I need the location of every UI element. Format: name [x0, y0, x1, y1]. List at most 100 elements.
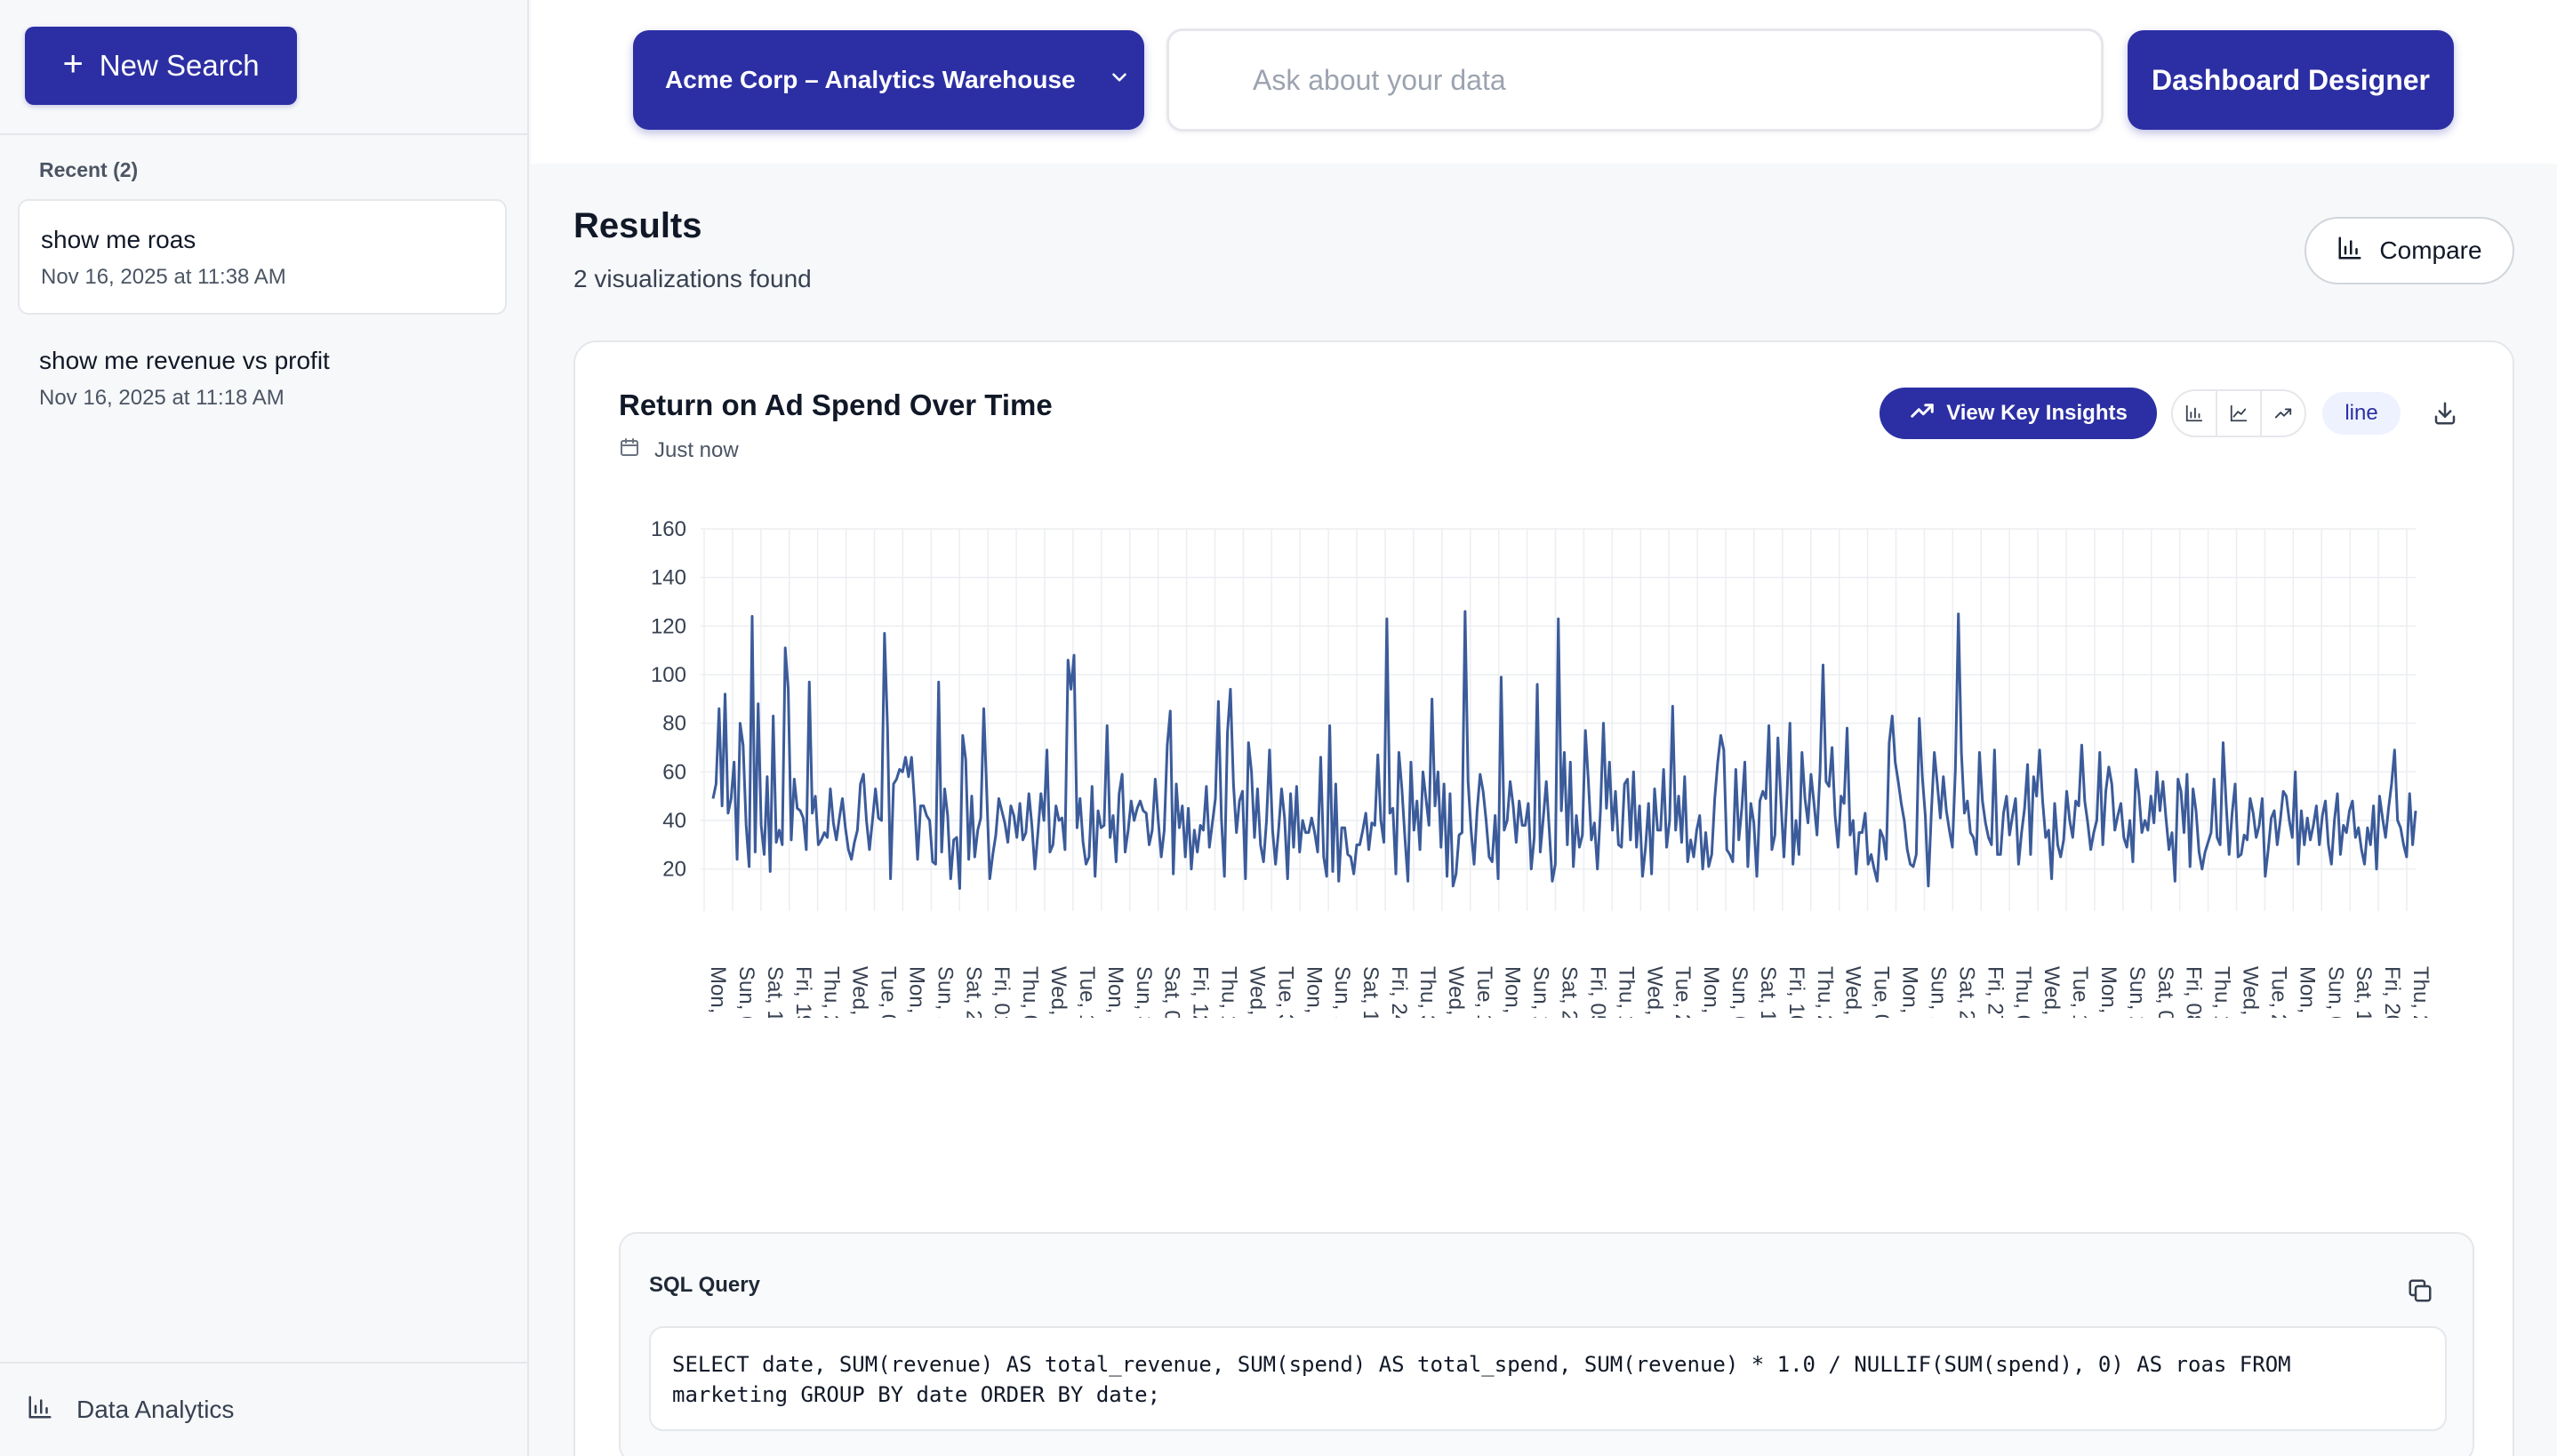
sql-code: SELECT date, SUM(revenue) AS total_reven…: [649, 1326, 2447, 1431]
x-tick-label: Mon, 06: [1302, 966, 1326, 1018]
trending-up-icon: [1909, 397, 1936, 430]
history-query: show me revenue vs profit: [39, 347, 330, 374]
x-tick-label: Tue, 30,: [1273, 966, 1297, 1018]
bar-chart-icon: [27, 1394, 53, 1427]
plus-icon: +: [62, 44, 84, 84]
sidebar-footer[interactable]: Data Analytics: [0, 1362, 529, 1456]
history-item[interactable]: show me roas Nov 16, 2025 at 11:38 AM: [18, 199, 507, 315]
history-item[interactable]: show me revenue vs profit Nov 16, 2025 a…: [18, 322, 507, 437]
x-tick-label: Tue, 23,: [1671, 966, 1695, 1018]
sidebar: + New Search Recent (2) show me roas Nov…: [0, 0, 529, 1456]
sql-label: SQL Query: [649, 1273, 760, 1297]
x-tick-label: Mon, 17: [1501, 966, 1525, 1018]
x-tick-label: Thu, 18,: [1217, 966, 1241, 1018]
x-tick-label: Sat, 02 N: [2153, 966, 2177, 1018]
download-button[interactable]: [2427, 396, 2463, 431]
trending-up-icon: [2274, 408, 2292, 419]
x-tick-label: Wed, 13: [1046, 966, 1070, 1018]
x-tick-label: Sat, 10 A: [1756, 966, 1780, 1018]
card-title: Return on Ad Spend Over Time: [619, 388, 1053, 421]
bar-chart-icon: [2337, 235, 2363, 268]
x-tick-label: Mon, 21: [2096, 966, 2120, 1018]
visualization-card: Return on Ad Spend Over Time Just now Vi…: [573, 340, 2514, 1456]
x-tick-label: Fri, 27 S: [1983, 966, 2007, 1018]
view-key-insights-button[interactable]: View Key Insights: [1880, 388, 2157, 439]
card-time-label: Just now: [654, 437, 739, 462]
x-tick-label: Mon, 09: [1898, 966, 1922, 1018]
y-tick-label: 40: [662, 809, 686, 833]
x-tick-label: Wed, 31: [848, 966, 872, 1018]
x-tick-label: Fri, 08 N: [2182, 966, 2206, 1018]
dashboard-designer-button[interactable]: Dashboard Designer: [2128, 30, 2454, 130]
x-tick-label: Sun, 12 M: [1330, 966, 1354, 1018]
x-tick-label: Sat, 18 M: [1359, 966, 1383, 1018]
bar-chart-icon: [2185, 404, 2203, 422]
copy-button[interactable]: [2402, 1273, 2438, 1308]
x-tick-label: Mon, 25: [1103, 966, 1127, 1018]
chevron-down-icon: [1108, 66, 1131, 95]
ask-input[interactable]: [1166, 28, 2104, 132]
compare-label: Compare: [2379, 236, 2482, 264]
x-tick-label: Sun, 04: [1727, 966, 1751, 1018]
insights-label: View Key Insights: [1946, 401, 2128, 425]
sql-query-panel: SQL Query SELECT date, SUM(revenue) AS t…: [619, 1232, 2474, 1456]
x-tick-label: Sun, 23,: [1529, 966, 1553, 1018]
x-tick-label: Sat, 29,: [1558, 966, 1582, 1018]
copy-icon: [2409, 1279, 2432, 1302]
roas-series-line: [711, 610, 2417, 891]
x-tick-label: Tue, 15 C: [2068, 966, 2092, 1018]
x-tick-label: Thu, 30: [1415, 966, 1439, 1018]
download-icon: [2434, 402, 2456, 425]
x-tick-label: Fri, 01 M: [990, 966, 1014, 1018]
x-tick-label: Thu, 03: [2011, 966, 2035, 1018]
x-tick-label: Sat, 13 J: [763, 966, 787, 1018]
y-tick-label: 60: [662, 760, 686, 784]
new-search-label: New Search: [99, 49, 260, 82]
y-tick-label: 120: [651, 614, 686, 638]
y-tick-label: 140: [651, 566, 686, 590]
warehouse-selector[interactable]: Acme Corp – Analytics Warehouse: [633, 30, 1144, 130]
x-tick-label: Sat, 14 D: [2352, 966, 2376, 1018]
x-tick-label: Thu, 22,: [1813, 966, 1837, 1018]
area-chart-type-button[interactable]: [2262, 391, 2305, 436]
x-tick-label: Tue, 19 M: [1075, 966, 1099, 1018]
x-tick-label: Sat, 21 S: [1954, 966, 1978, 1018]
x-tick-label: Mon, 02: [2295, 966, 2319, 1018]
bar-chart-type-button[interactable]: [2173, 391, 2217, 436]
warehouse-label: Acme Corp – Analytics Warehouse: [665, 66, 1076, 93]
results-count: 2 visualizations found: [573, 265, 812, 292]
x-tick-label: Wed, 17: [1642, 966, 1666, 1018]
x-tick-label: Sun, 07: [734, 966, 758, 1018]
sidebar-divider: [0, 133, 529, 135]
x-tick-label: Thu, 25: [820, 966, 844, 1018]
x-tick-label: Mon, 01: [706, 966, 730, 1018]
history-date: Nov 16, 2025 at 11:18 AM: [39, 386, 285, 410]
x-tick-label: Wed, 05: [1444, 966, 1468, 1018]
x-tick-label: Sun, 15 S: [1926, 966, 1950, 1018]
x-tick-label: Mon, 12: [904, 966, 928, 1018]
x-tick-label: Sat, 06 A: [1160, 966, 1184, 1018]
x-tick-label: Tue, 03 S: [1870, 966, 1894, 1018]
history-query: show me roas: [41, 226, 196, 253]
x-tick-label: Tue, 06 I: [877, 966, 901, 1018]
compare-button[interactable]: Compare: [2305, 217, 2514, 284]
new-search-button[interactable]: + New Search: [25, 27, 297, 105]
x-tick-label: Thu, 07: [1018, 966, 1042, 1018]
x-tick-label: Fri, 24 M: [1387, 966, 1411, 1018]
line-chart-type-button[interactable]: [2217, 391, 2262, 436]
x-tick-label: Sat, 24 F: [961, 966, 985, 1018]
recent-label: Recent (2): [39, 158, 139, 181]
x-tick-label: Thu, 11 J: [1614, 966, 1638, 1018]
x-tick-label: Fri, 16 A: [1784, 966, 1808, 1018]
x-tick-label: Fri, 12 A: [1189, 966, 1213, 1018]
x-tick-label: Wed, 24: [1245, 966, 1269, 1018]
header: Acme Corp – Analytics Warehouse Dashboar…: [531, 0, 2557, 164]
history-date: Nov 16, 2025 at 11:38 AM: [41, 265, 286, 289]
x-tick-label: Sun, 27: [2125, 966, 2149, 1018]
results-title: Results: [573, 206, 702, 245]
x-tick-label: Fri, 20 D: [2380, 966, 2404, 1018]
y-tick-label: 160: [651, 517, 686, 541]
roas-line-chart: 20 40 60 80 100 120 140 160 Mon, 01 Sun, 07 Sat, 1…: [575, 502, 2516, 1063]
x-tick-label: Wed, 20: [2239, 966, 2263, 1018]
